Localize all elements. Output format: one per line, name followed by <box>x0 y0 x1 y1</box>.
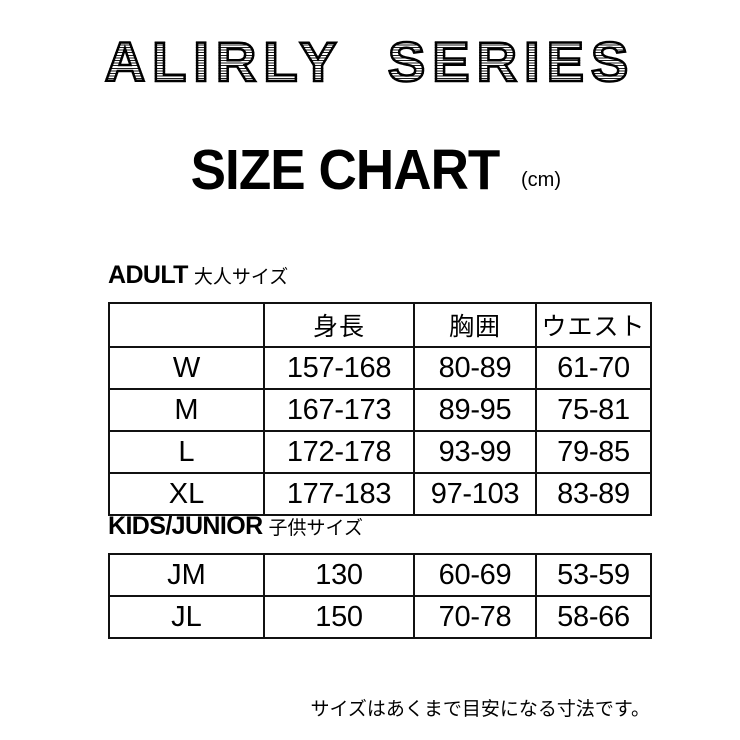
cell-height: 172-178 <box>263 430 415 474</box>
table-row: JL 150 70-78 58-66 <box>108 595 652 639</box>
cell-height: 167-173 <box>263 388 415 432</box>
cell-waist: 58-66 <box>535 595 652 639</box>
header-cell-height: 身長 <box>263 302 415 348</box>
adult-size-table: 身長 胸囲 ウエスト W 157-168 80-89 61-70 M 167-1… <box>108 302 652 516</box>
cell-size: W <box>108 346 265 390</box>
section-label-adult-jp: 大人サイズ <box>193 266 289 288</box>
header-cell-size <box>108 302 265 348</box>
section-label-kids: KIDS/JUNIOR 子供サイズ <box>108 514 363 539</box>
section-label-adult-en: ADULT <box>108 261 188 289</box>
cell-height: 177-183 <box>263 472 415 516</box>
table-row: W 157-168 80-89 61-70 <box>108 346 652 390</box>
cell-waist: 83-89 <box>535 472 652 516</box>
cell-size: M <box>108 388 265 432</box>
header-cell-waist: ウエスト <box>535 302 652 348</box>
cell-size: JM <box>108 553 265 597</box>
table-header-row: 身長 胸囲 ウエスト <box>108 302 652 348</box>
brand-title: ALIRLY SERIES <box>0 32 740 91</box>
cell-height: 130 <box>263 553 415 597</box>
section-label-kids-en: KIDS/JUNIOR <box>108 512 263 540</box>
table-row: M 167-173 89-95 75-81 <box>108 388 652 432</box>
table-row: XL 177-183 97-103 83-89 <box>108 472 652 516</box>
cell-height: 157-168 <box>263 346 415 390</box>
table-row: L 172-178 93-99 79-85 <box>108 430 652 474</box>
page-title-unit: (cm) <box>521 169 561 191</box>
header-cell-chest: 胸囲 <box>413 302 537 348</box>
cell-chest: 60-69 <box>413 553 537 597</box>
cell-height: 150 <box>263 595 415 639</box>
page-title-main: SIZE CHART <box>190 138 501 202</box>
cell-size: L <box>108 430 265 474</box>
cell-waist: 79-85 <box>535 430 652 474</box>
cell-waist: 53-59 <box>535 553 652 597</box>
table-row: JM 130 60-69 53-59 <box>108 553 652 597</box>
cell-waist: 75-81 <box>535 388 652 432</box>
kids-size-table: JM 130 60-69 53-59 JL 150 70-78 58-66 <box>108 553 652 639</box>
cell-chest: 70-78 <box>413 595 537 639</box>
cell-chest: 97-103 <box>413 472 537 516</box>
footer-note: サイズはあくまで目安になる寸法です。 <box>310 698 650 720</box>
section-label-kids-jp: 子供サイズ <box>268 517 363 539</box>
cell-chest: 89-95 <box>413 388 537 432</box>
cell-chest: 80-89 <box>413 346 537 390</box>
cell-size: XL <box>108 472 265 516</box>
cell-chest: 93-99 <box>413 430 537 474</box>
cell-size: JL <box>108 595 265 639</box>
page-title: SIZE CHART (cm) <box>0 142 740 199</box>
section-label-adult: ADULT 大人サイズ <box>108 263 288 288</box>
cell-waist: 61-70 <box>535 346 652 390</box>
